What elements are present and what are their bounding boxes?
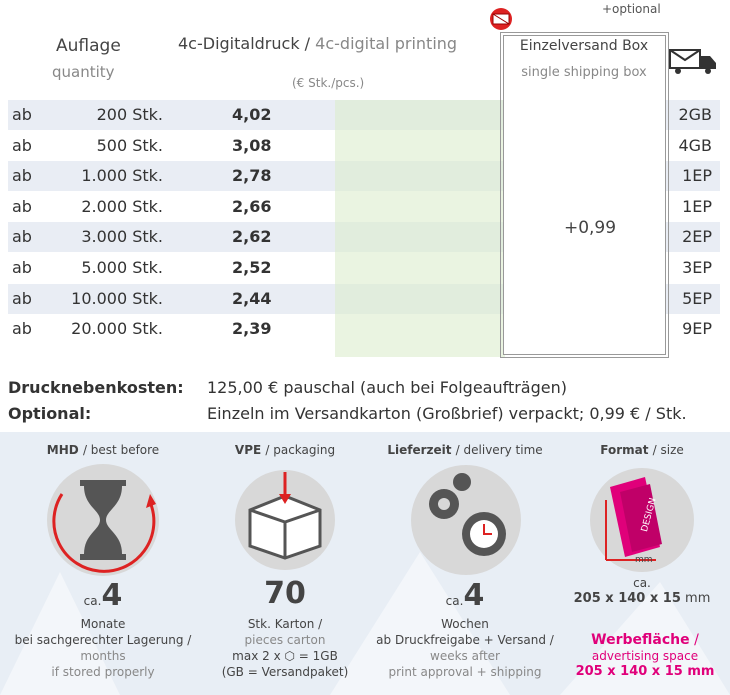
mm-label: mm <box>635 555 653 565</box>
prefix: ab <box>12 196 32 216</box>
title: VPE <box>234 443 262 457</box>
price: 2,66 <box>232 196 272 216</box>
prefix: ab <box>12 105 32 124</box>
cost-text: 125,00 € pauschal (auch bei Folgeaufträg… <box>207 378 567 397</box>
price: 2,78 <box>232 166 272 186</box>
cost-label: Drucknebenkosten: <box>8 378 184 397</box>
unit: Monate <box>80 617 126 631</box>
prefix: ca. <box>633 576 651 590</box>
quantity: 5.000 Stk. <box>81 258 163 277</box>
max-end: = 1GB <box>298 649 338 663</box>
max: max 2 x ⬡ = 1GB <box>232 649 338 663</box>
number: 4 <box>101 578 123 613</box>
cost-label: Optional: <box>8 404 92 423</box>
shipping-unit: 9EP <box>682 319 712 339</box>
unit: Wochen <box>441 617 489 631</box>
note-en: print approval + shipping <box>388 665 542 679</box>
box-icon <box>490 8 512 30</box>
price: 2,52 <box>232 258 272 277</box>
prefix: ab <box>12 135 32 155</box>
title-en: / packaging <box>265 443 336 457</box>
prefix: ab <box>12 319 32 339</box>
quantity-header-en: quantity <box>52 63 115 81</box>
box-header: Einzelversand Box <box>519 38 649 54</box>
shipping-unit: 1EP <box>682 166 712 186</box>
shipping-unit: 2EP <box>682 227 712 247</box>
unit-header: (€ Stk./pcs.) <box>292 76 365 90</box>
title: MHD <box>46 443 79 457</box>
product-de: 4c-Digitaldruck / <box>178 34 311 53</box>
quantity: 500 Stk. <box>96 135 163 155</box>
title: Lieferzeit <box>387 443 452 457</box>
truck-icon <box>669 49 716 74</box>
title: Format <box>600 443 649 457</box>
size: 205 x 140 x 15 <box>573 591 681 606</box>
shelf-text: Monate bei sachgerechter Lagerung / months… <box>15 616 192 680</box>
info-title: VPE / packaging <box>235 443 335 457</box>
quantity: 2.000 Stk. <box>81 196 163 216</box>
packaging-text: Stk. Karton / pieces carton max 2 x ⬡ = 1G… <box>222 616 349 680</box>
box-column <box>500 32 669 358</box>
unit: Stk. Karton / <box>247 617 323 631</box>
ad-size: 205 x 140 x 15 mm <box>575 664 715 679</box>
prefix: ab <box>12 227 32 247</box>
price: 4,02 <box>232 105 272 124</box>
unit-en: pieces carton <box>244 633 326 647</box>
quantity: 10.000 Stk. <box>71 288 163 308</box>
quantity: 1.000 Stk. <box>81 166 163 186</box>
note: ab Druckfreigabe + Versand / <box>376 633 554 647</box>
quantity: 200 Stk. <box>96 105 163 124</box>
max-start: max 2 x <box>232 649 281 663</box>
packaging-number: 70 <box>264 576 306 611</box>
legend: (GB = Versandpaket) <box>221 665 349 679</box>
price: 2,39 <box>232 319 272 339</box>
shipping-unit: 5EP <box>682 288 712 308</box>
price: 2,44 <box>232 288 272 308</box>
box-header-en: single shipping box <box>521 65 647 80</box>
cost-text: Einzeln im Versandkarton (Großbrief) ver… <box>207 404 687 423</box>
prefix: ab <box>12 166 32 186</box>
price: 3,08 <box>232 135 272 155</box>
prefix: ca. <box>445 594 464 608</box>
prefix: ab <box>12 288 32 308</box>
size-unit: mm <box>685 591 711 606</box>
info-title: Format / size <box>600 443 684 457</box>
shipping-unit: 3EP <box>682 258 712 277</box>
ad-sep: / <box>694 632 699 648</box>
icons <box>0 464 730 695</box>
title-en: / best before <box>82 443 160 457</box>
ad-en: advertising space <box>591 649 699 663</box>
title-en: / size <box>652 443 684 457</box>
price: 2,62 <box>232 227 272 247</box>
shipping-unit: 2GB <box>678 105 712 124</box>
quantity-header: Auflage <box>56 36 121 56</box>
shipping-unit: 1EP <box>682 196 712 216</box>
box-price: +0,99 <box>563 218 617 238</box>
info-title: MHD / best before <box>47 443 159 457</box>
product-en: 4c-digital printing <box>315 34 458 53</box>
prefix: ab <box>12 258 32 277</box>
delivery-value: ca.4 <box>446 578 485 613</box>
unit-en: months <box>80 649 126 663</box>
ad-text: Werbefläche / advertising space 205 x 140 … <box>576 632 715 680</box>
shelf-value: ca.4 <box>84 578 123 613</box>
info-title: Lieferzeit / delivery time <box>387 443 542 457</box>
note: bei sachgerechter Lagerung / <box>14 633 192 647</box>
optional-label: +optional <box>602 2 661 16</box>
number: 4 <box>463 578 485 613</box>
title-en: / delivery time <box>455 443 543 457</box>
quantity: 3.000 Stk. <box>81 227 163 247</box>
unit-en: weeks after <box>430 649 500 663</box>
product-header: 4c-Digitaldruck / 4c-digital printing <box>178 34 457 53</box>
shipping-unit: 4GB <box>678 135 712 155</box>
quantity: 20.000 Stk. <box>71 319 163 339</box>
ad: Werbefläche <box>591 632 690 648</box>
print-column <box>335 100 505 357</box>
delivery-text: Wochen ab Druckfreigabe + Versand / weeks … <box>376 616 554 680</box>
note-en: if stored properly <box>51 665 155 679</box>
prefix: ca. <box>83 594 102 608</box>
format-text: ca. 205 x 140 x 15 mm <box>574 575 711 607</box>
